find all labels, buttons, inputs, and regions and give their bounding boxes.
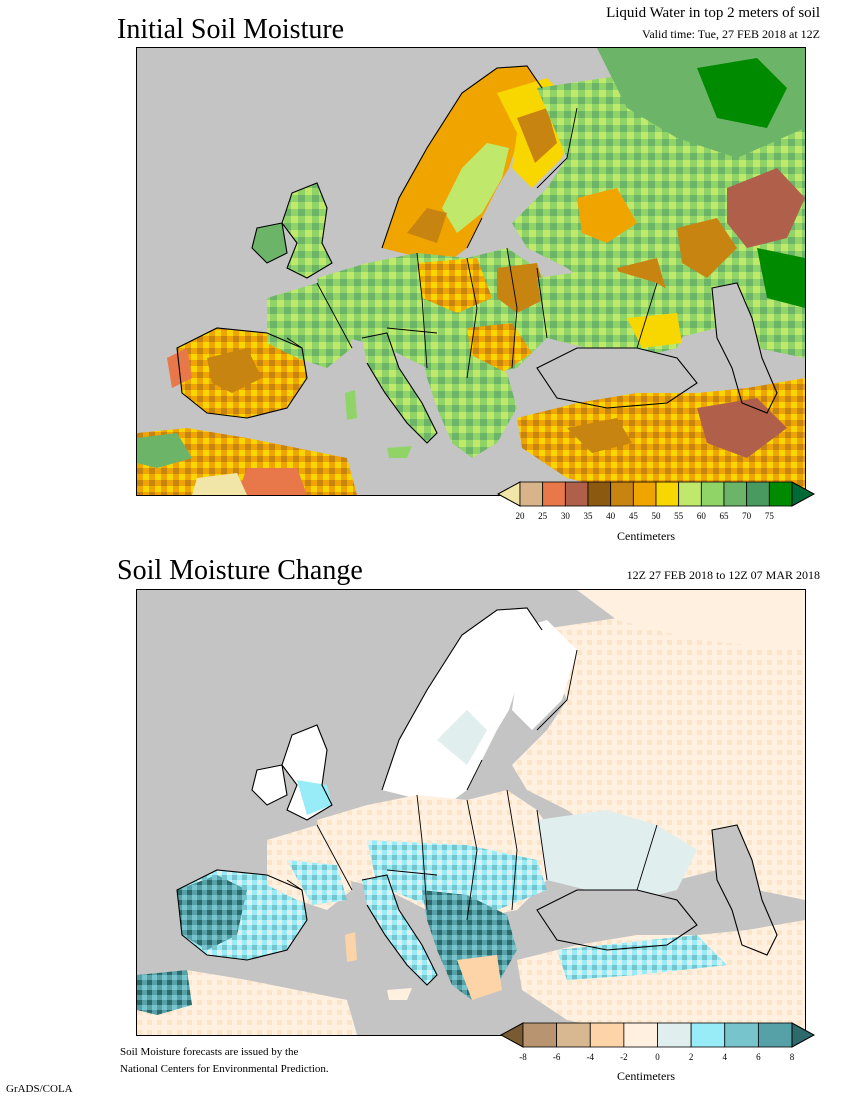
top-colorbar-tick-label: 40 [606,511,616,521]
change-scandinavia [382,608,542,805]
footnote: Soil Moisture forecasts are issued by th… [120,1044,329,1078]
bottom-colorbar-tick-label: 0 [655,1052,660,1062]
top-colorbar: 20 25 30 35 40 45 50 55 60 65 70 75 [496,480,816,528]
land-sardinia [345,390,357,420]
land-italy [362,333,437,443]
top-colorbar-tick-label: 75 [765,511,775,521]
change-coastlines [176,607,778,986]
top-colorbar-tick-label: 25 [538,511,548,521]
land-ukraine [537,268,697,358]
top-colorbar-swatch [723,481,748,507]
bottom-colorbar-swatch [724,1022,759,1048]
bottom-colorbar-tick-label: 4 [723,1052,728,1062]
bottom-colorbar-tick-label: 8 [790,1052,795,1062]
bottom-colorbar-swatch [589,1022,625,1048]
top-colorbar-swatch [700,481,725,507]
top-colorbar-swatch [655,481,680,507]
top-colorbar-tick-label: 20 [516,511,526,521]
land-russia [512,48,805,358]
top-colorbar-swatch [587,481,612,507]
change-north-africa [137,970,357,1035]
top-colorbar-swatch [768,481,793,507]
top-colorbar-arrow-low [496,481,521,507]
bottom-colorbar-tick-label: -2 [620,1052,628,1062]
top-colorbar-tick-label: 60 [697,511,707,521]
top-panel-title: Initial Soil Moisture [117,14,345,45]
top-colorbar-swatch [519,481,544,507]
bottom-colorbar-tick-label: -4 [587,1052,595,1062]
top-colorbar-swatch [564,481,589,507]
credit: GrADS/COLA [6,1083,73,1095]
top-colorbar-tick-label: 35 [584,511,594,521]
land-sicily [387,446,412,458]
bottom-colorbar-swatch [623,1022,658,1048]
top-colorbar-tick-label: 65 [720,511,730,521]
bottom-colorbar-swatch [556,1022,591,1048]
initial-soil-moisture-map [136,47,806,496]
bottom-colorbar-tick-label: 6 [756,1052,761,1062]
caspian-sea [712,283,777,413]
top-panel-subtitle: Liquid Water in top 2 meters of soil [606,5,820,21]
bottom-colorbar-unit: Centimeters [617,1069,675,1083]
bottom-colorbar-tick-label: -8 [519,1052,527,1062]
top-colorbar-tick-label: 55 [674,511,684,521]
soil-moisture-change-map [136,589,806,1036]
land-turkey [517,378,805,495]
top-colorbar-tick-label: 45 [629,511,639,521]
top-colorbar-unit: Centimeters [617,529,675,543]
bottom-colorbar-arrow-high [791,1022,816,1048]
change-caspian-sea [712,825,777,955]
bottom-colorbar: -8 -6 -4 -2 0 2 4 6 8 [499,1021,816,1069]
top-colorbar-tick-label: 30 [561,511,571,521]
top-colorbar-swatch [632,481,657,507]
land-north-africa [137,428,357,495]
top-colorbar-arrow-high [791,481,816,507]
bottom-panel-period: 12Z 27 FEB 2018 to 12Z 07 MAR 2018 [626,568,820,582]
top-colorbar-swatch [610,481,634,507]
top-colorbar-swatch [678,481,702,507]
land-iberia [167,328,307,418]
footnote-line-1: Soil Moisture forecasts are issued by th… [120,1046,299,1058]
top-colorbar-tick-label: 70 [742,511,752,521]
top-colorbar-swatch [746,481,770,507]
coastlines [176,65,778,444]
footnote-line-2: National Centers for Environmental Predi… [120,1063,329,1075]
land-scandinavia [382,66,542,263]
bottom-colorbar-tick-label: 2 [689,1052,694,1062]
bottom-colorbar-swatch [757,1022,793,1048]
bottom-colorbar-tick-label: -6 [553,1052,561,1062]
bottom-colorbar-swatch [690,1022,726,1048]
change-country-borders [286,649,658,921]
top-colorbar-tick-label: 50 [652,511,662,521]
bottom-colorbar-arrow-low [499,1022,524,1048]
bottom-panel-title: Soil Moisture Change [117,555,363,586]
top-colorbar-swatch [542,481,566,507]
bottom-colorbar-swatch [657,1022,692,1048]
land-balkans [422,348,517,458]
top-panel-valid-time: Valid time: Tue, 27 FEB 2018 at 12Z [641,27,820,41]
land-british-isles [252,183,332,278]
land-france [267,283,352,368]
bottom-colorbar-swatch [522,1022,558,1048]
